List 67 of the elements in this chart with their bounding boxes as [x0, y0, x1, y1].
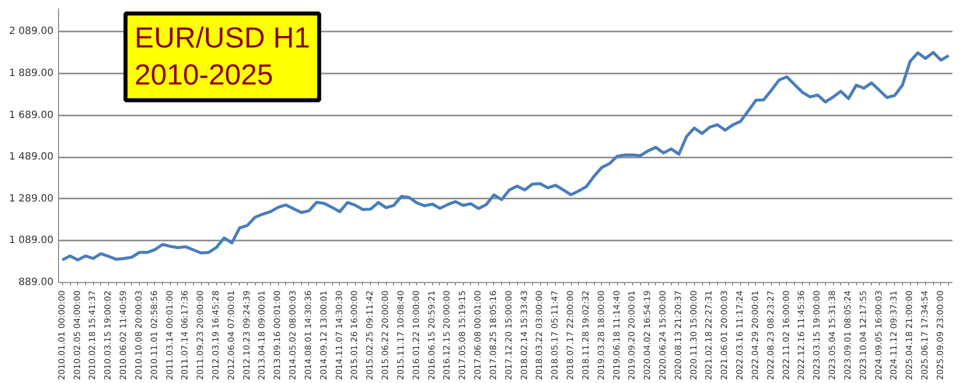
x-tick-label: 2014.11.07 14:30:30: [334, 290, 345, 380]
x-tick-label: 2017.08.25 18:05:16: [488, 290, 499, 380]
y-tick-label: 1 289.00: [8, 193, 54, 204]
y-tick-label: 889.00: [18, 277, 54, 288]
x-tick-label: 2021.02.18 22:27:31: [704, 290, 715, 380]
x-tick-label: 2022.08.23 08:23:27: [766, 290, 776, 380]
x-tick-label: 2015.11.17 10:08:40: [396, 290, 406, 380]
x-tick-label: 2020.04.02 16:54:19: [643, 290, 654, 380]
x-tick-label: 2024.09.05 16:00:03: [874, 290, 884, 380]
y-tick-label: 1 089.00: [8, 235, 54, 246]
x-tick-label: 2022.12.16 11:45:36: [797, 290, 808, 380]
line-series: [60, 50, 950, 262]
x-tick-label: 2013.04.18 09:00:01: [258, 290, 268, 380]
x-tick-label: 2020.11.30 15:00:00: [689, 290, 700, 380]
x-tick-label: 2025.06.17 17:34:54: [920, 290, 931, 380]
x-tick-label: 2012.10.23 09:24:39: [242, 290, 252, 380]
x-tick-label: 2010.10.08 20:00:03: [134, 290, 144, 380]
x-tick-label: 2012.06.04 07:00:01: [226, 290, 237, 380]
x-tick-label: 2014.05.02 08:00:03: [288, 290, 299, 380]
x-tick-label: 2016.12.15 20:00:00: [442, 290, 453, 380]
x-tick-label: 2020.08.13 21:20:37: [674, 290, 684, 380]
x-tick-label: 2018.03.22 03:00:00: [535, 290, 546, 380]
x-tick-label: 2022.03.16 11:17:24: [736, 290, 746, 380]
x-tick-label: 2012.03.19 16:45:28: [211, 290, 222, 380]
x-tick-label: 2018.05.17 05:11:47: [550, 290, 561, 380]
x-tick-label: 2011.07.14 06:17:36: [180, 290, 191, 380]
x-tick-label: 2015.01.26 16:00:00: [350, 290, 360, 380]
y-tick-label: 2 089.00: [8, 26, 54, 38]
x-tick-label: 2019.06.18 11:14:40: [612, 290, 622, 380]
x-tick-label: 2014.09.12 13:00:01: [319, 290, 330, 380]
x-tick-label: 2016.06.15 20:59:21: [427, 290, 438, 380]
x-tick-label: 2018.11.28 19:02:32: [581, 290, 592, 380]
x-tick-label: 2023.03.15 19:00:00: [812, 290, 823, 380]
x-tick-label: 2011.09.23 20:00:00: [196, 290, 206, 380]
text: EUR/USD H1 2010-2025: [134, 22, 310, 92]
x-tick-label: 2017.06.08 00:01:00: [474, 290, 484, 380]
x-tick-label: 2021.06.01 20:00:03: [720, 290, 730, 380]
x-tick-label: 2022.11.02 16:00:00: [782, 290, 792, 380]
x-tick-label: 2010.06.02 11:40:59: [119, 290, 130, 380]
x-tick-label: 2017.05.08 15:19:15: [458, 290, 468, 380]
y-tick-label: 1 889.00: [8, 68, 54, 79]
y-tick-label: 1 489.00: [8, 152, 54, 163]
x-tick-label: 2010.02.18 15:41:37: [88, 290, 98, 380]
x-tick-label: 2010.02.05 04:00:00: [72, 290, 83, 380]
x-tick-label: 2010.01.01 00:00:00: [57, 290, 68, 380]
x-tick-label: 2010.11.01 02:58:56: [150, 290, 160, 380]
x-tick-label: 2015.06.22 20:00:00: [381, 290, 392, 380]
x-tick-label: 2025.04.18 21:00:00: [905, 290, 916, 380]
x-tick-label: 2023.05.04 15:31:38: [828, 290, 838, 380]
x-tick-label: 2013.09.16 00:01:00: [273, 290, 284, 380]
x-tick-label: 2015.02.25 09:11:42: [366, 290, 376, 380]
x-tick-label: 2018.07.17 22:00:00: [566, 290, 576, 380]
x-tick-label: 2016.01.22 10:00:00: [412, 290, 422, 380]
x-tick-label: 2010.03.15 19:00:02: [104, 290, 114, 380]
x-tick-label: 2019.03.28 18:00:00: [596, 290, 607, 380]
y-tick-label: 1 689.00: [8, 110, 54, 121]
x-tick-label: 2025.09.09 23:00:00: [936, 290, 946, 380]
x-tick-label: 2019.09.20 20:00:01: [628, 290, 638, 380]
x-tick-label: 2023.10.04 12:17:55: [858, 290, 869, 380]
x-tick-label: 2017.12.20 15:00:00: [504, 290, 514, 380]
x-tick-label: 2011.03.14 00:01:00: [165, 290, 176, 380]
x-tick-label: 2020.06.24 15:00:00: [658, 290, 668, 380]
x-tick-label: 2024.11.12 09:37:31: [890, 290, 900, 380]
x-tick-label: 2022.04.29 20:00:01: [750, 290, 761, 380]
x-tick-label: 2018.02.14 15:33:43: [520, 290, 530, 380]
x-tick-label: 2014.08.01 14:30:36: [304, 290, 314, 380]
x-tick-label: 2023.09.01 08:05:24: [843, 290, 854, 380]
